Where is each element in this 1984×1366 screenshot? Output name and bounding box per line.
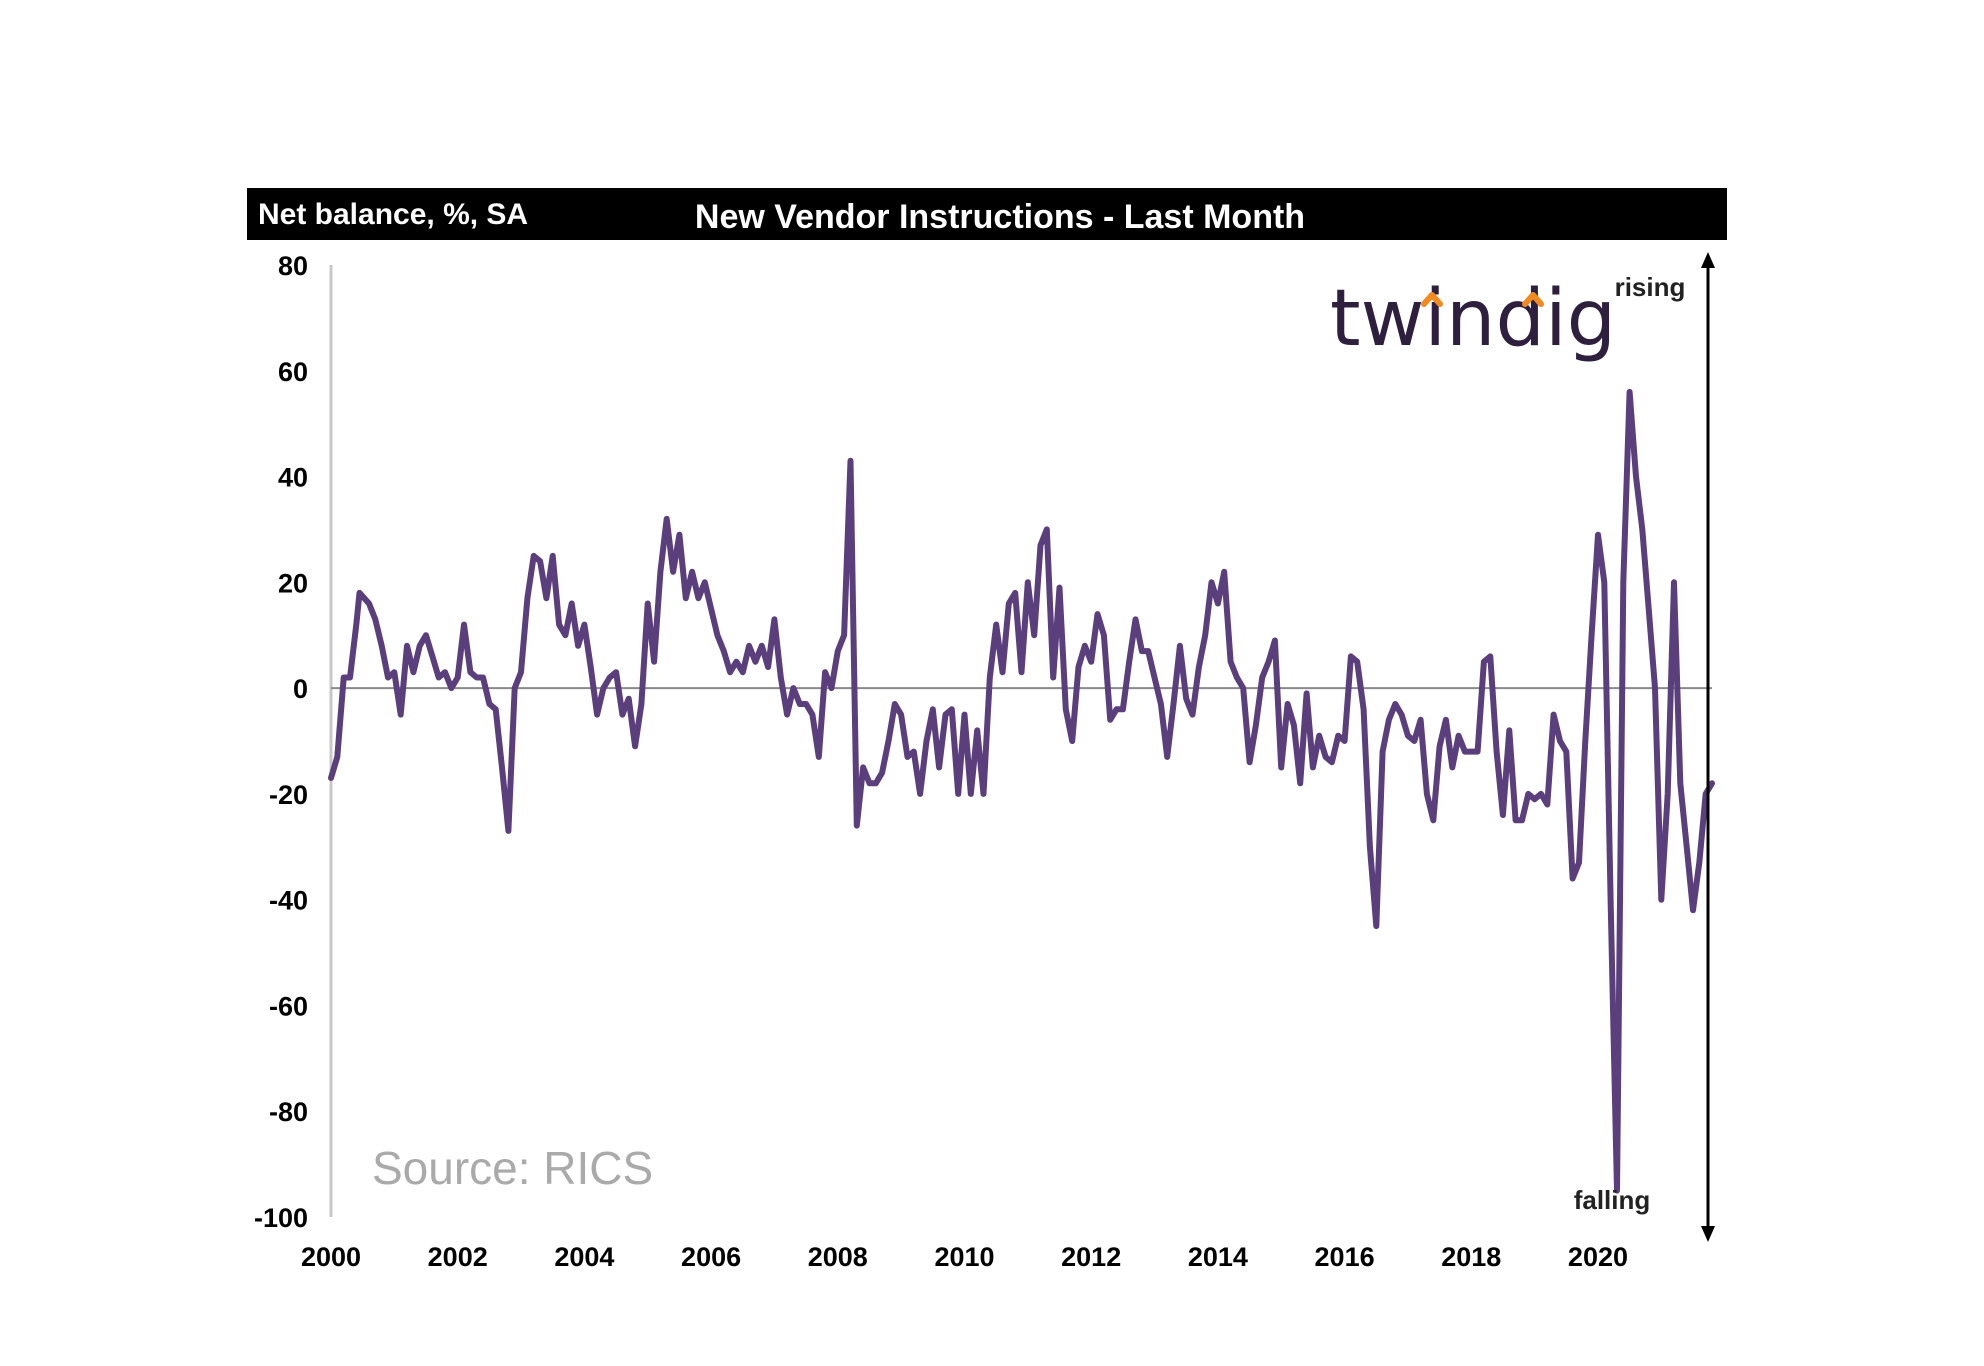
falling-label: falling [1574,1185,1651,1215]
arrow-down-icon [1701,1226,1715,1242]
y-axis-label: Net balance, %, SA [258,198,528,231]
y-tick-label: 40 [278,463,308,493]
y-tick-label: -100 [254,1203,308,1233]
x-tick-label: 2012 [1061,1242,1121,1272]
rising-label: rising [1615,272,1686,302]
x-tick-label: 2006 [681,1242,741,1272]
arrow-up-icon [1701,252,1715,268]
y-tick-label: 80 [278,251,308,281]
x-tick-label: 2010 [934,1242,994,1272]
y-tick-label: 60 [278,357,308,387]
source-note: Source: RICS [372,1142,653,1194]
logo-wordmark: twindig [1330,274,1616,364]
y-tick-labels: 80 60 40 20 0 -20 -40 -60 -80 -100 [254,251,308,1233]
series-group [328,388,1715,1194]
y-tick-label: 20 [278,568,308,598]
chart-header-bar [247,188,1727,240]
twindig-logo: twindig [1330,274,1616,364]
x-tick-label: 2002 [428,1242,488,1272]
y-tick-label: -40 [269,886,308,916]
x-tick-label: 2000 [301,1242,361,1272]
x-tick-label: 2004 [554,1242,614,1272]
y-tick-label: -20 [269,780,308,810]
x-tick-label: 2020 [1568,1242,1628,1272]
y-tick-label: -80 [269,1097,308,1127]
x-tick-label: 2008 [808,1242,868,1272]
x-tick-label: 2016 [1315,1242,1375,1272]
x-tick-label: 2018 [1441,1242,1501,1272]
series-line [328,388,1715,1194]
chart-title: New Vendor Instructions - Last Month [695,198,1305,236]
y-tick-label: 0 [293,674,308,704]
logo-roof-icon-2 [1522,292,1544,307]
x-tick-label: 2014 [1188,1242,1248,1272]
logo-roof-icon-1 [1421,292,1443,307]
y-tick-label: -60 [269,991,308,1021]
x-tick-labels: 2000 2002 2004 2006 2008 2010 2012 2014 2016 2018… [301,1242,1628,1272]
